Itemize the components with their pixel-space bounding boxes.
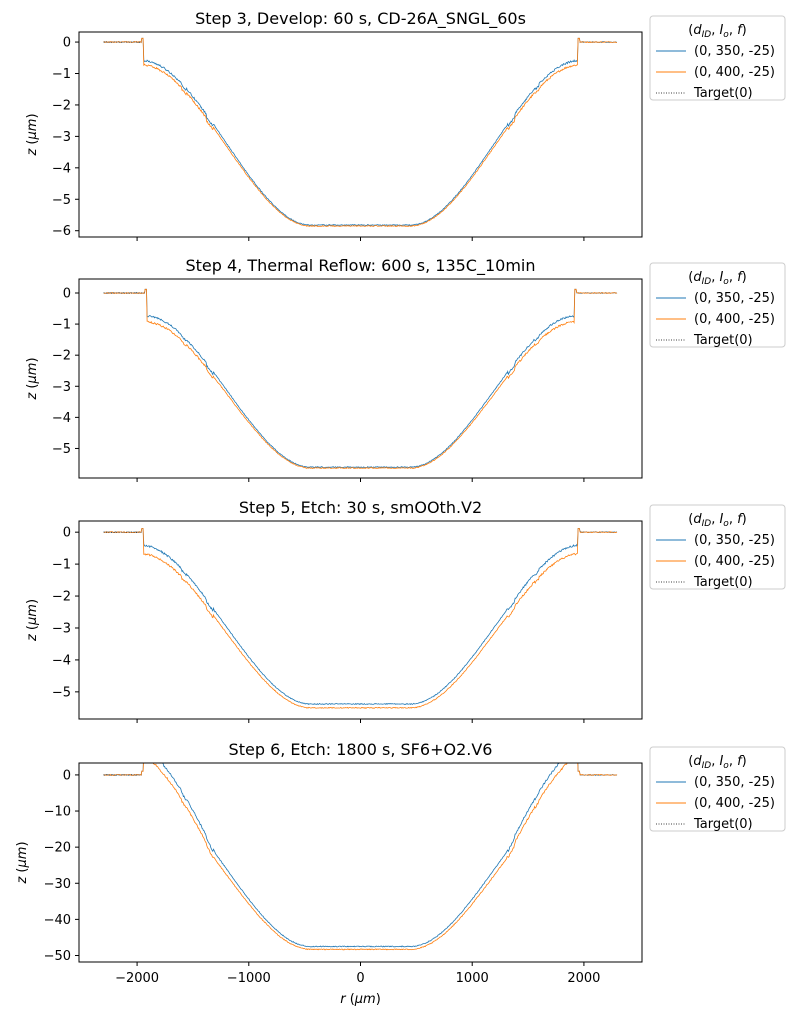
x-axis-label: r (µm): [340, 992, 381, 1007]
legend-entry-label: (0, 400, -25): [694, 554, 775, 569]
legend-entry-label: (0, 350, -25): [694, 775, 775, 790]
series-line-1: [103, 763, 618, 948]
chart-title: Step 6, Etch: 1800 s, SF6+O2.V6: [229, 740, 493, 759]
subplot-3: Step 3, Develop: 60 s, CD-26A_SNGL_60s 0 −…: [25, 9, 786, 241]
legend-title: (dID, Io, f): [688, 754, 746, 771]
plot-area: [103, 528, 618, 709]
plot-area: [103, 763, 618, 951]
y-tick-label: 0: [63, 526, 71, 541]
legend-entry-label: (0, 350, -25): [694, 44, 775, 59]
legend-entry-label: Target(0): [693, 575, 753, 590]
y-tick-label: −2: [52, 349, 71, 364]
plot-area: [103, 37, 618, 228]
axes-frame: [78, 520, 643, 720]
chart-title: Step 4, Thermal Reflow: 600 s, 135C_10mi…: [185, 256, 535, 276]
x-tick-label: −1000: [227, 971, 271, 986]
y-tick-label: −5: [52, 193, 71, 208]
legend-entry-label: (0, 400, -25): [694, 312, 775, 327]
y-tick-label: −20: [44, 841, 71, 856]
legend-entry-label: (0, 400, -25): [694, 796, 775, 811]
y-tick-label: −10: [44, 805, 71, 820]
y-tick-label: −1: [52, 67, 71, 82]
y-tick-label: −1: [52, 318, 71, 333]
legend-entry-label: (0, 350, -25): [694, 291, 775, 306]
series-line-1: [103, 288, 618, 469]
axes-frame: [78, 762, 643, 963]
series-line-2: [103, 288, 618, 470]
legend: (dID, Io, f) (0, 350, -25) (0, 400, -25) Ta…: [649, 262, 786, 348]
y-tick-label: 0: [63, 36, 71, 51]
subplot-5: Step 5, Etch: 30 s, smOOth.V2 0 −1 −2 −3 −4 −5…: [25, 498, 786, 723]
y-tick-label: 0: [63, 286, 71, 301]
legend-entry-label: Target(0): [693, 817, 753, 832]
y-tick-label: −3: [52, 621, 71, 636]
y-tick-label: −50: [44, 949, 71, 964]
legend: (dID, Io, f) (0, 350, -25) (0, 400, -25) Ta…: [649, 746, 786, 832]
axes-frame: [78, 31, 643, 238]
y-tick-label: −2: [52, 590, 71, 605]
y-tick-label: −30: [44, 877, 71, 892]
x-tick-label: 0: [356, 971, 364, 986]
legend-entry-label: (0, 350, -25): [694, 533, 775, 548]
y-tick-label: 0: [63, 768, 71, 783]
series-line-1: [103, 37, 618, 227]
y-tick-label: −1: [52, 558, 71, 573]
y-tick-label: −5: [52, 685, 71, 700]
y-tick-label: −4: [52, 653, 71, 668]
legend-entry-label: (0, 400, -25): [694, 65, 775, 80]
series-line-2: [103, 528, 618, 709]
legend-entry-label: Target(0): [693, 333, 753, 348]
y-axis-label: z (µm): [25, 599, 40, 642]
legend: (dID, Io, f) (0, 350, -25) (0, 400, -25) Ta…: [649, 15, 786, 101]
series-line-2: [103, 763, 618, 951]
y-tick-label: −2: [52, 98, 71, 113]
y-axis-label: z (µm): [25, 113, 40, 156]
subplot-6: Step 6, Etch: 1800 s, SF6+O2.V6 0 −10 −20 −3…: [15, 740, 786, 986]
y-tick-label: −40: [44, 913, 71, 928]
legend-entry-label: Target(0): [693, 86, 753, 101]
y-axis-label: z (µm): [15, 841, 30, 884]
y-tick-label: −3: [52, 130, 71, 145]
y-tick-label: −6: [52, 224, 71, 239]
y-axis-label: z (µm): [25, 357, 40, 400]
x-tick-label: −2000: [115, 971, 159, 986]
x-tick-label: 2000: [567, 971, 600, 986]
x-tick-label: 1000: [456, 971, 489, 986]
y-tick-label: −5: [52, 442, 71, 457]
legend-title: (dID, Io, f): [688, 512, 746, 529]
series-line-2: [103, 37, 617, 228]
y-tick-label: −3: [52, 380, 71, 395]
legend-title: (dID, Io, f): [688, 270, 746, 287]
chart-title: Step 3, Develop: 60 s, CD-26A_SNGL_60s: [195, 9, 526, 29]
subplot-4: Step 4, Thermal Reflow: 600 s, 135C_10mi…: [25, 256, 786, 482]
legend-title: (dID, Io, f): [688, 23, 746, 40]
series-line-1: [103, 528, 618, 706]
chart-title: Step 5, Etch: 30 s, smOOth.V2: [239, 498, 482, 517]
axes-frame: [78, 278, 643, 479]
y-tick-label: −4: [52, 161, 71, 176]
legend: (dID, Io, f) (0, 350, -25) (0, 400, -25) Ta…: [649, 504, 786, 590]
plot-area: [103, 288, 618, 470]
y-tick-label: −4: [52, 411, 71, 426]
